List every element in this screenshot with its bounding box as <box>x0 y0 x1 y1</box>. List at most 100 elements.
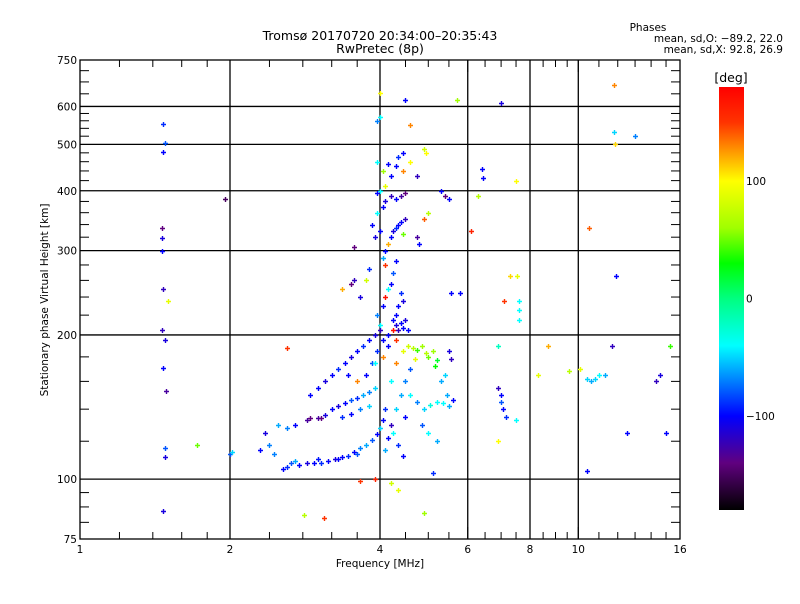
data-point <box>373 361 378 366</box>
data-point <box>373 386 378 391</box>
data-point <box>613 142 618 147</box>
data-point <box>373 333 378 338</box>
data-point <box>383 199 388 204</box>
data-point <box>381 355 386 360</box>
x-tick-label: 1 <box>77 544 84 556</box>
data-point <box>161 509 166 514</box>
data-point <box>355 396 360 401</box>
data-points <box>160 83 673 521</box>
colorbar-tick-label: 100 <box>746 176 766 188</box>
data-point <box>389 194 394 199</box>
data-point <box>396 328 401 333</box>
data-point <box>364 278 369 283</box>
data-point <box>578 367 583 372</box>
data-point <box>302 513 307 518</box>
data-point <box>514 418 519 423</box>
data-point <box>160 328 165 333</box>
data-point <box>408 393 413 398</box>
data-point <box>383 407 388 412</box>
data-point <box>349 398 354 403</box>
data-point <box>394 164 399 169</box>
data-point <box>408 123 413 128</box>
data-point <box>439 189 444 194</box>
data-point <box>386 344 391 349</box>
data-point <box>451 398 456 403</box>
data-point <box>389 282 394 287</box>
data-point <box>336 457 341 462</box>
data-point <box>658 373 663 378</box>
data-point <box>323 379 328 384</box>
data-point <box>431 349 436 354</box>
data-point <box>330 407 335 412</box>
data-point <box>517 299 522 304</box>
data-point <box>323 413 328 418</box>
data-point <box>375 313 380 318</box>
data-point <box>396 304 401 309</box>
data-point <box>567 369 572 374</box>
colorbar: 100 0 −100 <box>719 87 775 510</box>
data-point <box>164 389 169 394</box>
data-point <box>289 461 294 466</box>
data-point <box>426 431 431 436</box>
data-point <box>401 299 406 304</box>
data-point <box>426 211 431 216</box>
data-point <box>386 436 391 441</box>
data-point <box>415 348 420 353</box>
data-point <box>386 287 391 292</box>
data-point <box>403 191 408 196</box>
data-point <box>399 291 404 296</box>
data-point <box>394 407 399 412</box>
data-point <box>336 404 341 409</box>
data-point <box>160 249 165 254</box>
data-point <box>435 358 440 363</box>
data-point <box>343 401 348 406</box>
data-point <box>281 467 286 472</box>
data-point <box>358 407 363 412</box>
data-point <box>355 452 360 457</box>
data-point <box>455 98 460 103</box>
data-point <box>654 379 659 384</box>
data-point <box>501 407 506 412</box>
data-point <box>394 323 399 328</box>
data-point <box>515 274 520 279</box>
data-point <box>424 351 429 356</box>
data-point <box>378 328 383 333</box>
data-point <box>361 344 366 349</box>
data-point <box>399 220 404 225</box>
y-tick-label: 100 <box>57 474 77 486</box>
data-point <box>504 415 509 420</box>
data-point <box>458 291 463 296</box>
data-point <box>391 328 396 333</box>
data-point <box>447 349 452 354</box>
data-point <box>364 443 369 448</box>
data-point <box>396 443 401 448</box>
data-point <box>367 267 372 272</box>
data-point <box>445 393 450 398</box>
data-point <box>378 323 383 328</box>
data-point <box>378 115 383 120</box>
data-point <box>367 390 372 395</box>
data-point <box>406 344 411 349</box>
data-point <box>593 377 598 382</box>
data-point <box>386 242 391 247</box>
data-point <box>160 236 165 241</box>
data-point <box>396 488 401 493</box>
data-point <box>401 169 406 174</box>
data-point <box>375 160 380 165</box>
data-point <box>394 259 399 264</box>
data-point <box>378 229 383 234</box>
data-point <box>340 415 345 420</box>
data-point <box>614 274 619 279</box>
data-point <box>375 211 380 216</box>
data-point <box>346 454 351 459</box>
data-point <box>435 400 440 405</box>
data-point <box>293 459 298 464</box>
data-point <box>399 321 404 326</box>
data-point <box>403 379 408 384</box>
y-tick-label: 75 <box>64 534 77 546</box>
data-point <box>394 313 399 318</box>
y-axis-label: Stationary phase Virtual Height [km] <box>39 204 51 397</box>
data-point <box>326 459 331 464</box>
data-point <box>316 457 321 462</box>
data-point <box>610 344 615 349</box>
